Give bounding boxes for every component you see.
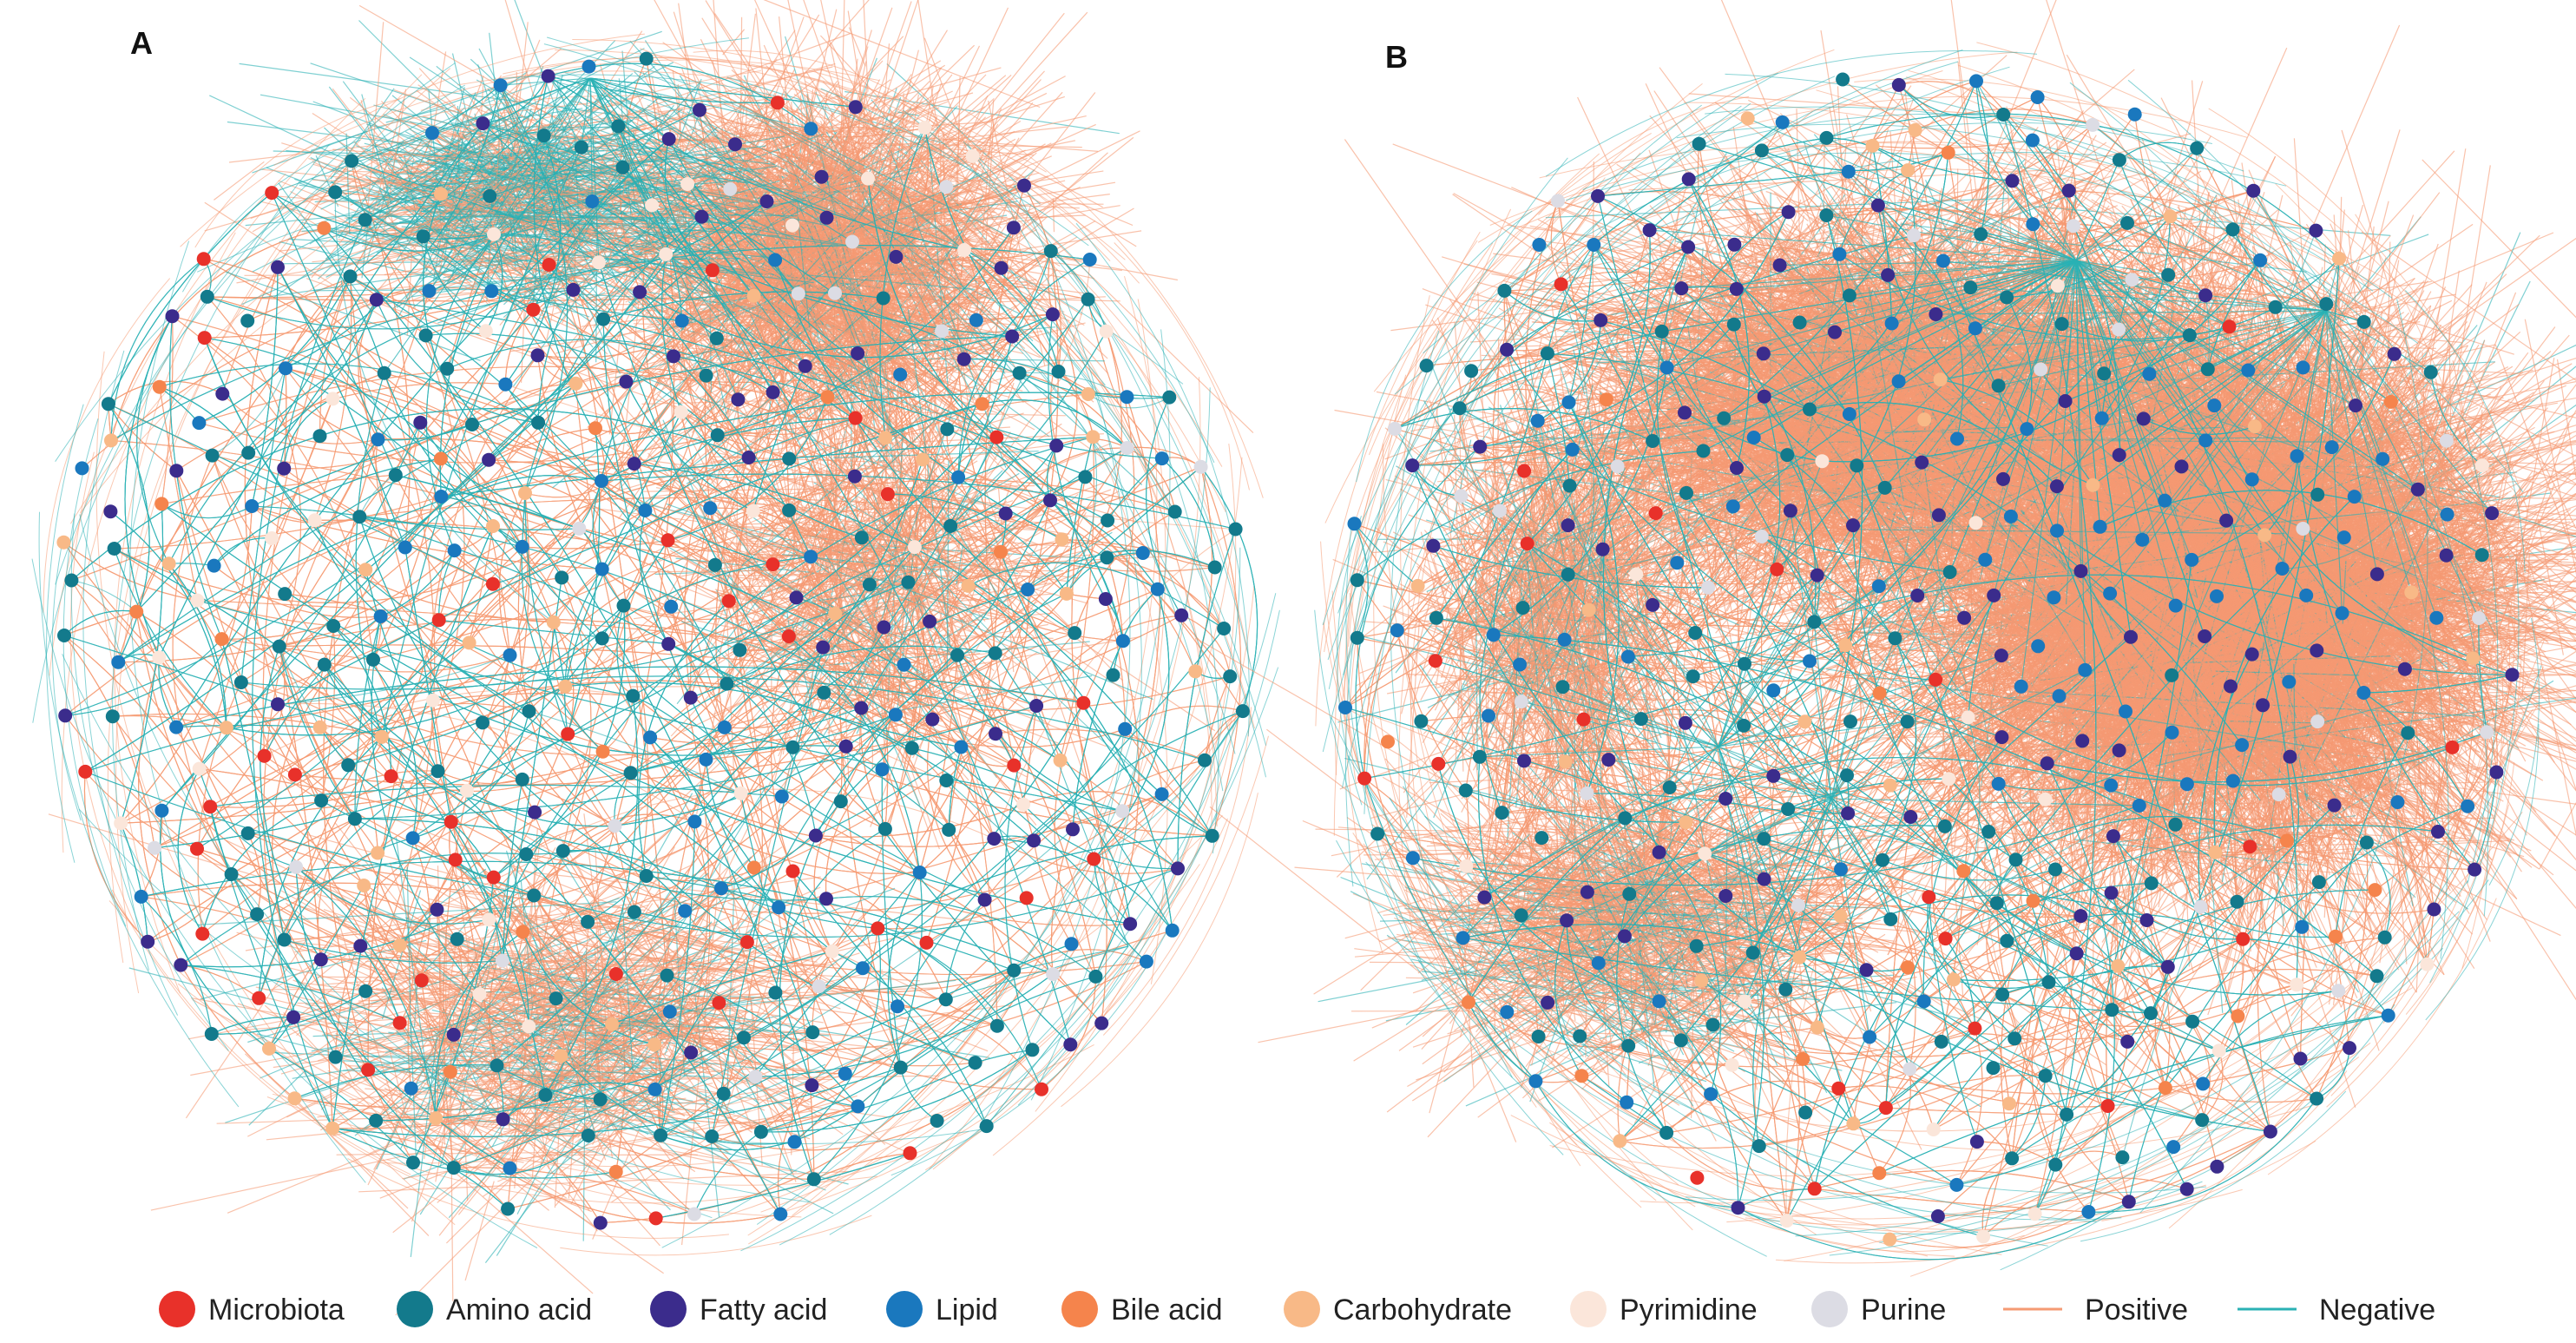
network-edge [277, 702, 695, 822]
network-panel-a: A [31, 0, 1280, 1316]
network-edge [993, 529, 1236, 839]
network-edge [526, 788, 995, 855]
network-edge [819, 406, 822, 409]
network-edge [1058, 259, 1091, 372]
